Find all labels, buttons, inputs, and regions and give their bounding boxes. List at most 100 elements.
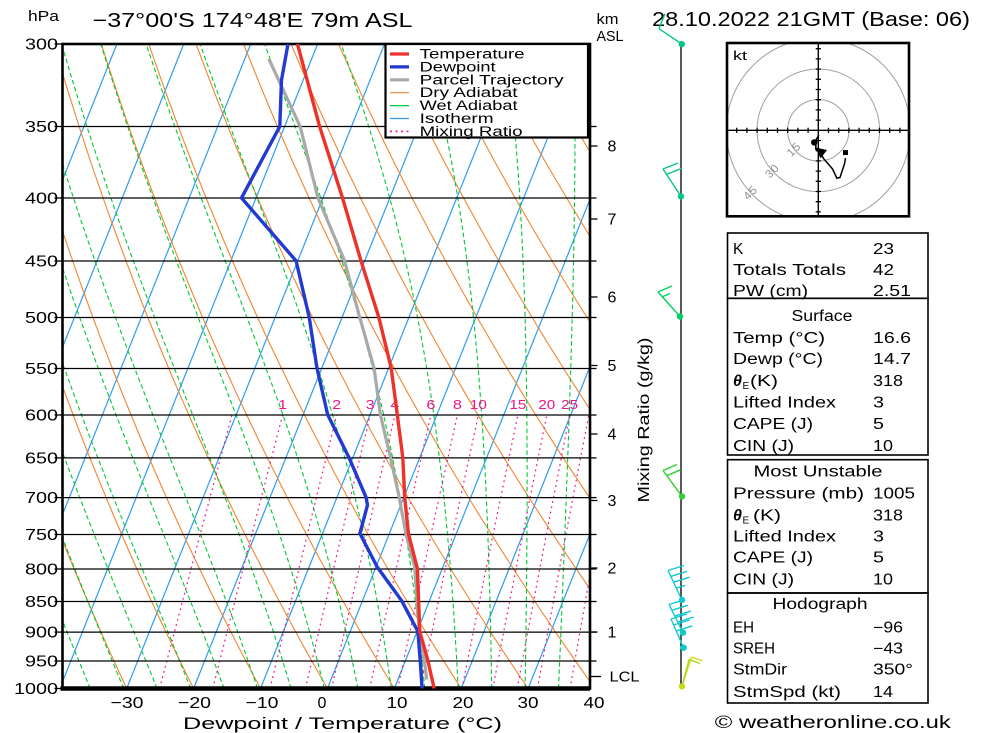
svg-text:−43: −43 <box>873 641 903 658</box>
svg-text:EH: EH <box>733 619 754 636</box>
svg-text:CAPE (J): CAPE (J) <box>733 416 813 433</box>
svg-text:hPa: hPa <box>28 8 60 25</box>
svg-text:Lifted Index: Lifted Index <box>733 529 836 546</box>
svg-text:−10: −10 <box>246 695 279 712</box>
svg-text:Temp (°C): Temp (°C) <box>733 330 825 347</box>
svg-text:Mixing Ratio (g/kg): Mixing Ratio (g/kg) <box>636 338 653 503</box>
svg-text:Isotherm: Isotherm <box>420 111 494 126</box>
svg-text:Pressure (mb): Pressure (mb) <box>733 486 864 503</box>
svg-text:1005: 1005 <box>873 486 915 503</box>
svg-text:6: 6 <box>426 398 435 412</box>
svg-text:Hodograph: Hodograph <box>773 596 868 613</box>
svg-text:StmDir: StmDir <box>733 662 787 679</box>
svg-text:900: 900 <box>25 625 58 642</box>
svg-text:14.7: 14.7 <box>873 351 911 368</box>
svg-text:3: 3 <box>873 529 884 546</box>
svg-text:950: 950 <box>25 654 58 671</box>
svg-text:1: 1 <box>608 625 617 642</box>
svg-text:Mixing Ratio: Mixing Ratio <box>420 124 523 139</box>
svg-text:CIN (J): CIN (J) <box>733 438 794 455</box>
svg-text:Lifted Index: Lifted Index <box>733 395 836 412</box>
svg-text:5: 5 <box>608 358 617 375</box>
svg-text:θ: θ <box>733 508 742 525</box>
svg-text:© weatheronline.co.uk: © weatheronline.co.uk <box>715 712 951 732</box>
svg-text:550: 550 <box>25 361 58 378</box>
svg-text:850: 850 <box>25 594 58 611</box>
svg-text:8: 8 <box>608 139 617 156</box>
svg-text:318: 318 <box>873 508 903 525</box>
svg-text:4: 4 <box>608 427 617 444</box>
svg-text:CIN (J): CIN (J) <box>733 572 794 589</box>
svg-text:Dry Adiabat: Dry Adiabat <box>420 85 518 100</box>
svg-text:7: 7 <box>608 212 617 229</box>
svg-text:Dewpoint: Dewpoint <box>420 59 496 74</box>
svg-text:km: km <box>597 11 619 28</box>
svg-text:650: 650 <box>25 450 58 467</box>
svg-text:Temperature: Temperature <box>420 47 525 62</box>
svg-text:0: 0 <box>318 695 327 712</box>
svg-text:5: 5 <box>873 416 884 433</box>
svg-text:10: 10 <box>873 572 893 589</box>
svg-text:5: 5 <box>873 550 884 567</box>
svg-text:8: 8 <box>453 398 462 412</box>
svg-text:Dewpoint / Temperature (°C): Dewpoint / Temperature (°C) <box>183 714 502 733</box>
svg-text:2: 2 <box>608 561 617 578</box>
svg-text:6: 6 <box>608 290 617 307</box>
svg-text:ASL: ASL <box>597 28 624 45</box>
svg-text:E: E <box>743 516 750 527</box>
svg-text:2: 2 <box>332 398 341 412</box>
svg-text:E: E <box>743 381 750 392</box>
svg-text:1: 1 <box>278 398 287 412</box>
svg-text:(K): (K) <box>753 508 781 525</box>
svg-text:300: 300 <box>25 37 58 54</box>
svg-text:16.6: 16.6 <box>873 330 911 347</box>
svg-text:θ: θ <box>733 373 742 390</box>
svg-text:800: 800 <box>25 562 58 579</box>
svg-text:kt: kt <box>733 49 748 63</box>
svg-text:400: 400 <box>25 191 58 208</box>
svg-text:25: 25 <box>561 398 578 412</box>
svg-text:1000: 1000 <box>14 681 58 698</box>
svg-text:(K): (K) <box>750 373 778 390</box>
svg-text:−30: −30 <box>111 695 144 712</box>
svg-text:15: 15 <box>785 140 804 159</box>
svg-text:40: 40 <box>584 695 605 712</box>
svg-text:CAPE (J): CAPE (J) <box>733 550 813 567</box>
svg-text:K: K <box>733 241 744 258</box>
svg-text:3: 3 <box>873 395 884 412</box>
svg-text:−96: −96 <box>873 619 903 636</box>
svg-text:20: 20 <box>538 398 555 412</box>
svg-text:350°: 350° <box>873 662 913 679</box>
svg-text:14: 14 <box>873 684 893 701</box>
svg-text:Most Unstable: Most Unstable <box>754 464 883 481</box>
svg-text:10: 10 <box>873 438 893 455</box>
svg-text:700: 700 <box>25 490 58 507</box>
svg-text:28.10.2022 21GMT (Base: 06): 28.10.2022 21GMT (Base: 06) <box>652 9 970 31</box>
svg-text:SREH: SREH <box>733 641 775 658</box>
svg-text:500: 500 <box>25 310 58 327</box>
svg-text:20: 20 <box>453 695 474 712</box>
svg-text:2.51: 2.51 <box>873 283 911 300</box>
svg-text:Parcel Trajectory: Parcel Trajectory <box>420 72 564 87</box>
svg-text:LCL: LCL <box>610 669 640 686</box>
svg-text:Surface: Surface <box>792 308 853 325</box>
svg-text:42: 42 <box>873 262 894 279</box>
svg-text:Wet Adiabat: Wet Adiabat <box>420 98 518 113</box>
svg-text:750: 750 <box>25 527 58 544</box>
svg-text:Dewp (°C): Dewp (°C) <box>733 351 823 368</box>
svg-text:3: 3 <box>366 398 375 412</box>
svg-text:10: 10 <box>387 695 408 712</box>
svg-text:StmSpd (kt): StmSpd (kt) <box>733 684 841 701</box>
svg-text:15: 15 <box>509 398 526 412</box>
svg-text:−37°00'S 174°48'E 79m ASL: −37°00'S 174°48'E 79m ASL <box>93 10 413 32</box>
svg-text:23: 23 <box>873 241 894 258</box>
svg-text:318: 318 <box>873 373 903 390</box>
svg-text:3: 3 <box>608 493 617 510</box>
svg-text:Totals Totals: Totals Totals <box>733 262 846 279</box>
svg-text:600: 600 <box>25 408 58 425</box>
svg-text:10: 10 <box>470 398 487 412</box>
svg-text:30: 30 <box>518 695 539 712</box>
svg-text:−20: −20 <box>178 695 211 712</box>
svg-text:350: 350 <box>25 119 58 136</box>
svg-text:PW (cm): PW (cm) <box>733 283 808 300</box>
